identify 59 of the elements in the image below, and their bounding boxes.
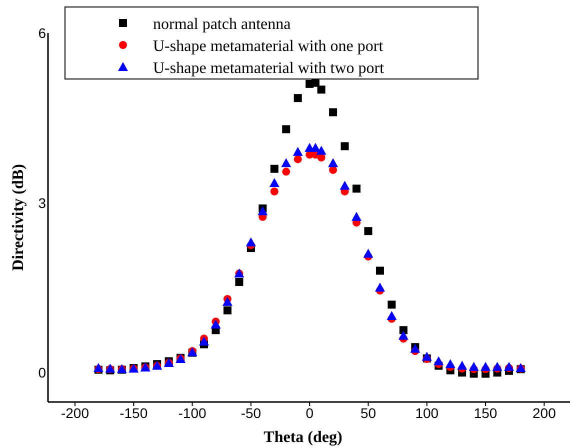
- point: [434, 356, 444, 366]
- point: [270, 164, 278, 173]
- x-tick-label: -50: [240, 405, 262, 421]
- point: [386, 310, 397, 320]
- point: [317, 86, 326, 94]
- y-tick-label: 3: [38, 194, 46, 211]
- x-tick-label: 200: [532, 405, 556, 421]
- point: [222, 296, 232, 306]
- x-tick-label: 0: [306, 405, 314, 421]
- point: [480, 362, 491, 371]
- point: [328, 158, 338, 168]
- point: [235, 278, 244, 286]
- x-tick-label: 100: [415, 405, 439, 421]
- point: [399, 326, 408, 334]
- x-tick-label: -100: [178, 405, 206, 421]
- x-tick-label: 150: [474, 405, 498, 421]
- point: [316, 146, 326, 155]
- point: [363, 248, 374, 258]
- point: [258, 206, 268, 216]
- point: [422, 352, 432, 361]
- y-axis-title: Directivity (dB): [10, 164, 27, 271]
- point: [270, 187, 278, 196]
- point: [223, 306, 232, 314]
- point: [468, 362, 479, 371]
- point: [352, 184, 361, 193]
- legend-label: normal patch antenna: [153, 16, 291, 33]
- point: [340, 142, 349, 150]
- point: [246, 237, 256, 246]
- x-axis-title: Theta (deg): [264, 429, 342, 446]
- y-tick-label: 0: [38, 364, 46, 381]
- point: [376, 266, 384, 275]
- point: [282, 125, 290, 134]
- point: [457, 360, 468, 370]
- point: [294, 155, 302, 164]
- legend-label: U-shape metamaterial with two port: [153, 60, 385, 77]
- point: [374, 282, 385, 292]
- point: [364, 227, 372, 236]
- point: [388, 300, 396, 309]
- x-tick-label: -200: [60, 405, 90, 421]
- point: [294, 94, 302, 102]
- legend-label: U-shape metamaterial with one port: [153, 38, 384, 55]
- point: [317, 154, 326, 162]
- point: [352, 212, 362, 221]
- point: [292, 146, 303, 156]
- y-tick-label: 6: [38, 25, 46, 41]
- point: [329, 108, 338, 116]
- point: [281, 158, 292, 168]
- point: [269, 178, 280, 187]
- point: [282, 168, 290, 176]
- point: [340, 180, 350, 190]
- point: [210, 319, 221, 328]
- point: [398, 330, 408, 340]
- x-tick-label: -150: [120, 405, 148, 421]
- point: [310, 142, 320, 152]
- point: [504, 362, 514, 371]
- point: [445, 359, 456, 368]
- x-tick-label: 50: [360, 405, 376, 421]
- point: [492, 362, 502, 371]
- point: [199, 336, 210, 346]
